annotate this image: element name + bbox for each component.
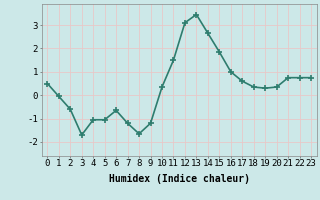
X-axis label: Humidex (Indice chaleur): Humidex (Indice chaleur) — [109, 174, 250, 184]
